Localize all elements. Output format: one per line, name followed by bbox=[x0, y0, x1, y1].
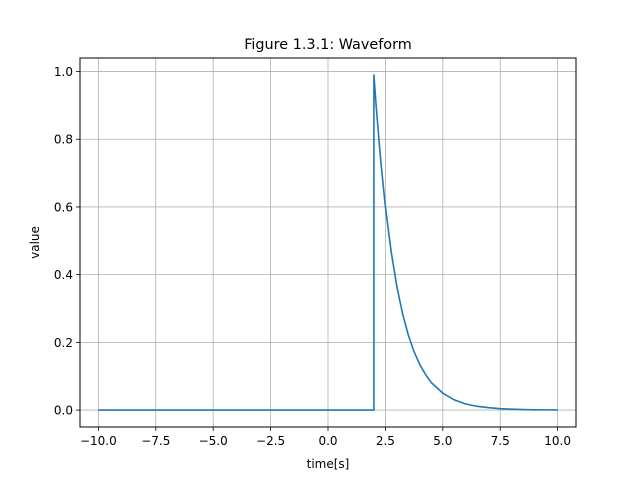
y-tick-label: 0.2 bbox=[54, 336, 73, 350]
waveform-line bbox=[98, 74, 558, 411]
y-tick-label: 0.6 bbox=[54, 200, 73, 214]
x-tick-label: −5.0 bbox=[199, 434, 228, 448]
x-tick-label: 0.0 bbox=[318, 434, 337, 448]
x-tick-label: −7.5 bbox=[141, 434, 170, 448]
x-tick-label: 2.5 bbox=[376, 434, 395, 448]
x-tick-label: −10.0 bbox=[80, 434, 117, 448]
y-tick-label: 0.0 bbox=[54, 404, 73, 418]
grid bbox=[80, 58, 576, 427]
x-tick-label: −2.5 bbox=[256, 434, 285, 448]
y-tick-label: 0.8 bbox=[54, 133, 73, 147]
x-tick-label: 5.0 bbox=[433, 434, 452, 448]
x-tick-label: 7.5 bbox=[491, 434, 510, 448]
y-tick-label: 0.4 bbox=[54, 268, 73, 282]
x-axis-label: time[s] bbox=[307, 457, 350, 471]
chart-title: Figure 1.3.1: Waveform bbox=[244, 37, 412, 53]
x-tick-label: 10.0 bbox=[544, 434, 571, 448]
y-tick-label: 1.0 bbox=[54, 65, 73, 79]
y-axis-label: value bbox=[28, 226, 42, 259]
ticks: −10.0 −7.5 −5.0 −2.5 0.0 2.5 5.0 7.5 10.0 0.0 0.2 0… bbox=[54, 65, 571, 448]
series-layer bbox=[98, 74, 558, 411]
